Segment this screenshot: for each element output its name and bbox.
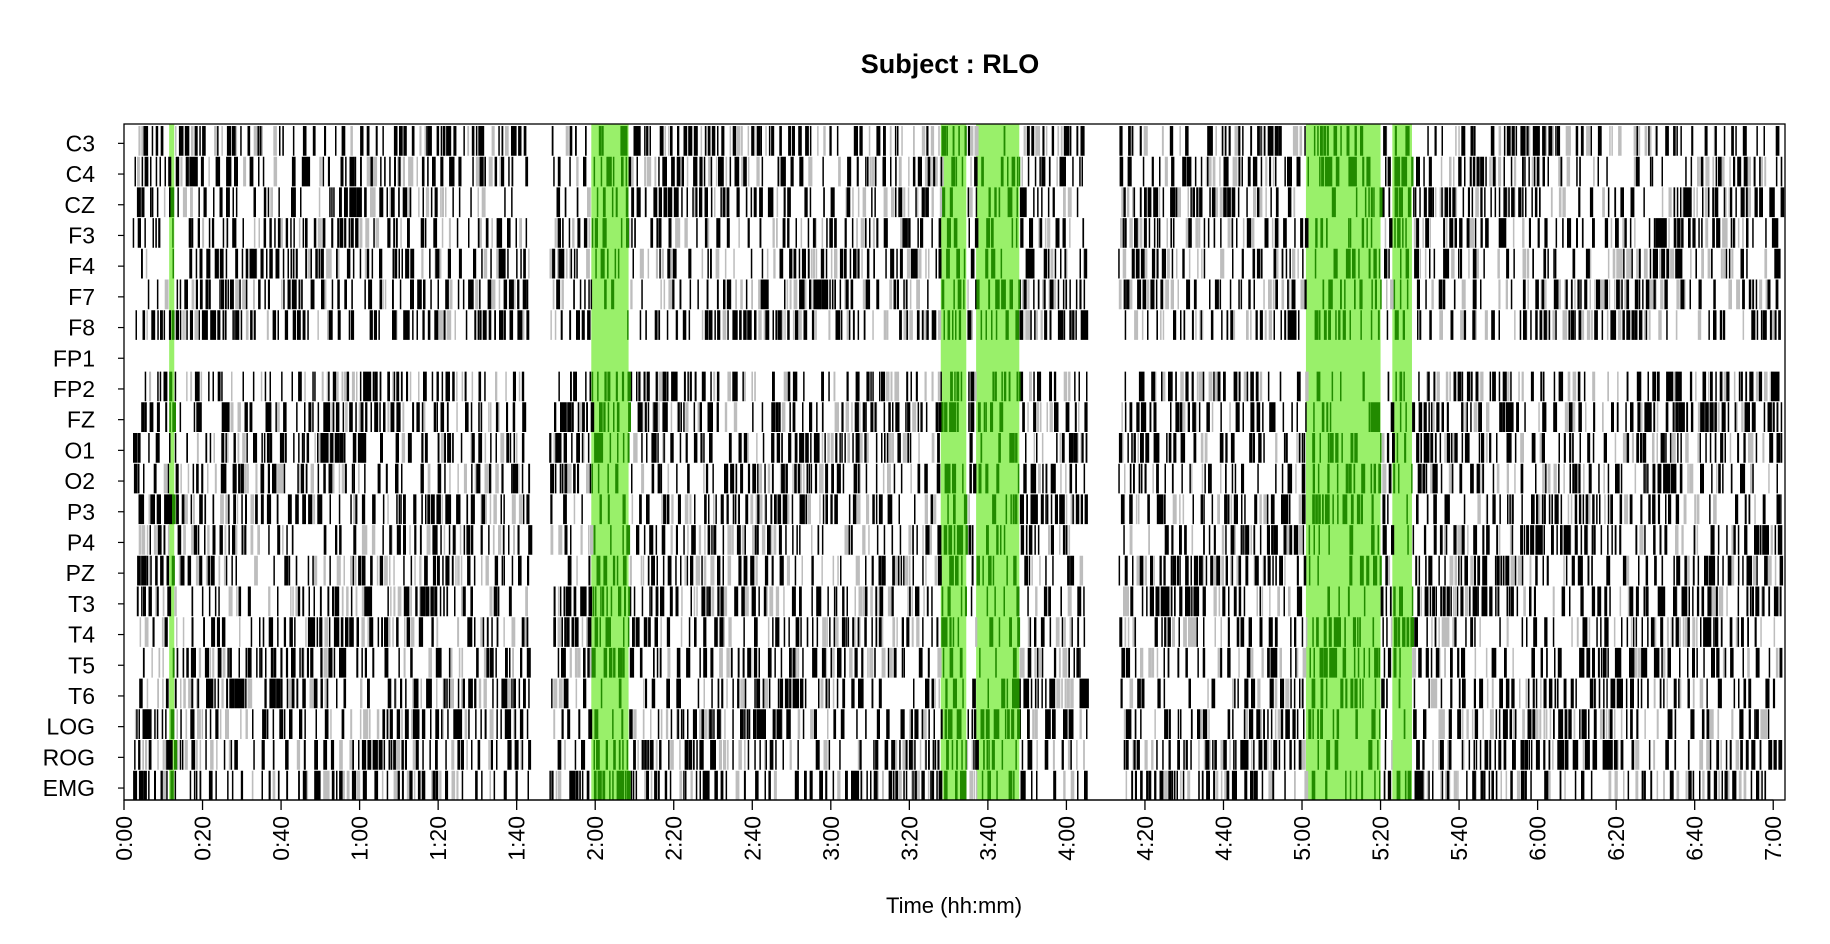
x-tick-label: 3:40 bbox=[975, 816, 1001, 861]
y-tick-label-rog: ROG bbox=[43, 744, 95, 770]
y-tick-label-o2: O2 bbox=[64, 468, 95, 494]
y-tick-label-f4: F4 bbox=[68, 253, 95, 279]
y-tick-label-fp2: FP2 bbox=[53, 376, 95, 402]
channel-events-t6-grey bbox=[147, 679, 1704, 709]
channel-events-c3-green bbox=[599, 126, 1410, 156]
y-tick-label-t6: T6 bbox=[68, 683, 95, 709]
x-tick-label: 4:20 bbox=[1132, 816, 1158, 861]
x-tick-label: 1:00 bbox=[347, 816, 373, 861]
x-tick-label: 5:20 bbox=[1368, 816, 1394, 861]
x-tick-label: 4:40 bbox=[1210, 816, 1236, 861]
y-tick-label-cz: CZ bbox=[64, 192, 95, 218]
y-tick-label-f3: F3 bbox=[68, 222, 95, 248]
x-tick-label: 7:00 bbox=[1760, 816, 1786, 861]
y-tick-label-emg: EMG bbox=[43, 775, 95, 801]
y-axis: C3 C4 CZ F3 F4 F7 F8 FP1 FP2 FZ O1 O2 P3 P4 PZ T3 T4 T5 T6… bbox=[43, 130, 124, 801]
x-tick-label: 4:00 bbox=[1053, 816, 1079, 861]
chart-title: Subject : RLO bbox=[861, 49, 1040, 79]
y-tick-label-p3: P3 bbox=[67, 499, 95, 525]
y-tick-label-pz: PZ bbox=[66, 560, 95, 586]
y-tick-label-fp1: FP1 bbox=[53, 345, 95, 371]
y-tick-label-o1: O1 bbox=[64, 437, 95, 463]
x-tick-label: 5:40 bbox=[1446, 816, 1472, 861]
x-tick-label: 1:40 bbox=[504, 816, 530, 861]
x-tick-label: 0:00 bbox=[111, 816, 137, 861]
y-tick-label-p4: P4 bbox=[67, 529, 95, 555]
x-tick-label: 6:40 bbox=[1682, 816, 1708, 861]
y-tick-label-log: LOG bbox=[46, 714, 95, 740]
channel-events-o2-grey bbox=[164, 464, 1770, 494]
x-tick-label: 3:00 bbox=[818, 816, 844, 861]
x-tick-label: 3:20 bbox=[896, 816, 922, 861]
x-tick-label: 0:20 bbox=[190, 816, 216, 861]
x-tick-label: 2:40 bbox=[739, 816, 765, 861]
x-tick-label: 2:20 bbox=[661, 816, 687, 861]
x-tick-label: 5:00 bbox=[1289, 816, 1315, 861]
x-axis-label: Time (hh:mm) bbox=[886, 893, 1022, 918]
y-tick-label-c3: C3 bbox=[66, 130, 95, 156]
y-tick-label-c4: C4 bbox=[66, 161, 96, 187]
y-tick-label-fz: FZ bbox=[67, 407, 95, 433]
y-tick-label-t5: T5 bbox=[68, 652, 95, 678]
x-tick-label: 0:40 bbox=[268, 816, 294, 861]
y-tick-label-t4: T4 bbox=[68, 622, 95, 648]
x-axis: 0:00 0:20 0:40 1:00 1:20 1:40 2:00 2:20 2:40 3:00… bbox=[111, 800, 1786, 861]
x-tick-label: 6:00 bbox=[1525, 816, 1551, 861]
y-tick-label-f7: F7 bbox=[68, 284, 95, 310]
y-tick-label-t3: T3 bbox=[68, 591, 95, 617]
x-tick-label: 6:20 bbox=[1603, 816, 1629, 861]
x-tick-label: 1:20 bbox=[425, 816, 451, 861]
x-tick-label: 2:00 bbox=[582, 816, 608, 861]
y-tick-label-f8: F8 bbox=[68, 315, 95, 341]
